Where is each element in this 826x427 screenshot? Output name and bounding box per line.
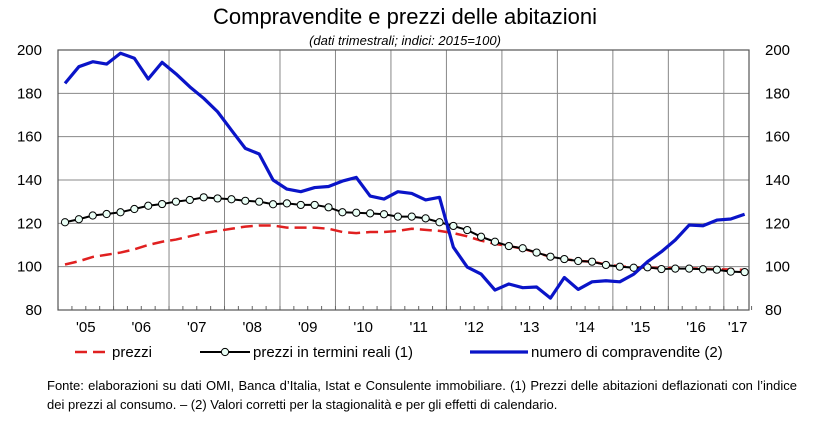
x-tick-label: '15 xyxy=(631,319,651,336)
point-prezzi-reali xyxy=(324,203,333,212)
point-prezzi-reali xyxy=(463,225,472,235)
point-prezzi-reali xyxy=(685,264,694,273)
point-prezzi-reali xyxy=(407,212,416,221)
footnote: Fonte: elaborazioni su dati OMI, Banca d… xyxy=(47,378,797,412)
point-prezzi-reali xyxy=(532,248,541,257)
point-prezzi-reali xyxy=(601,260,611,270)
x-tick-label: '06 xyxy=(132,319,152,336)
x-tick-label: '11 xyxy=(409,319,427,336)
point-prezzi-reali xyxy=(726,267,735,276)
point-prezzi-reali xyxy=(310,200,319,210)
point-prezzi-reali xyxy=(185,195,194,205)
point-prezzi-reali xyxy=(449,221,458,231)
point-prezzi-reali xyxy=(130,204,139,214)
y-tick-right: 80 xyxy=(765,302,782,319)
y-tick-right: 180 xyxy=(765,85,790,102)
series-line-compravendite xyxy=(63,51,746,300)
point-prezzi-reali xyxy=(157,199,167,209)
y-tick-right: 140 xyxy=(765,172,790,189)
point-prezzi-reali xyxy=(560,254,569,264)
point-prezzi-reali xyxy=(546,252,555,261)
point-prezzi-reali xyxy=(102,209,111,219)
point-prezzi-reali xyxy=(74,215,83,224)
point-prezzi-reali xyxy=(671,264,680,273)
y-tick-right: 200 xyxy=(765,42,790,59)
x-tick-label: '07 xyxy=(187,319,207,336)
y-tick-right: 100 xyxy=(765,259,790,276)
point-prezzi-reali xyxy=(88,211,97,220)
x-tick-label: '16 xyxy=(686,319,706,336)
x-tick-label: '09 xyxy=(298,319,318,336)
point-prezzi-reali xyxy=(296,200,305,210)
point-prezzi-reali xyxy=(213,194,222,203)
point-prezzi-reali xyxy=(379,210,389,219)
legend-label-prezzi: prezzi xyxy=(112,344,152,361)
chart-subtitle: (dati trimestrali; indici: 2015=100) xyxy=(309,33,501,48)
point-prezzi-reali xyxy=(338,208,347,217)
y-tick-left: 120 xyxy=(17,215,42,232)
point-prezzi-reali xyxy=(268,200,278,209)
series-line-prezzi xyxy=(64,224,745,272)
y-tick-left: 200 xyxy=(17,42,42,59)
series-line-prezzi-reali xyxy=(64,196,745,274)
point-prezzi-reali xyxy=(518,244,527,253)
x-tick-label: '10 xyxy=(353,319,373,336)
point-prezzi-reali xyxy=(615,262,624,271)
x-tick-label: '12 xyxy=(464,319,484,336)
point-prezzi-reali xyxy=(504,241,513,251)
point-prezzi-reali xyxy=(477,232,486,241)
x-tick-label: '13 xyxy=(520,319,540,336)
x-tick-label: '14 xyxy=(575,319,595,336)
plot-frame xyxy=(57,49,750,311)
point-prezzi-reali xyxy=(490,237,500,246)
point-prezzi-reali xyxy=(698,265,708,274)
point-prezzi-reali xyxy=(199,193,208,202)
y-tick-left: 160 xyxy=(17,129,42,146)
point-prezzi-reali xyxy=(421,214,430,223)
point-prezzi-reali xyxy=(352,208,361,217)
y-tick-left: 180 xyxy=(17,85,42,102)
legend-marker-prezzi-reali xyxy=(220,347,230,357)
point-prezzi-reali xyxy=(282,199,292,208)
point-prezzi-reali xyxy=(60,218,70,227)
legend-label-prezzi-reali: prezzi in termini reali (1) xyxy=(253,344,413,361)
x-tick-label: '17 xyxy=(728,319,748,336)
y-tick-left: 100 xyxy=(17,259,42,276)
x-tick-label: '08 xyxy=(242,319,262,336)
point-prezzi-reali xyxy=(712,265,721,274)
point-prezzi-reali xyxy=(587,257,597,266)
y-tick-right: 160 xyxy=(765,129,790,146)
point-prezzi-reali xyxy=(435,218,444,227)
legend-label-compravendite: numero di compravendite (2) xyxy=(531,344,723,361)
y-tick-left: 80 xyxy=(25,302,42,319)
point-prezzi-reali xyxy=(740,267,749,277)
point-prezzi-reali xyxy=(629,263,638,272)
chart-svg: Compravendite e prezzi delle abitazioni … xyxy=(17,4,790,361)
y-tick-left: 140 xyxy=(17,172,42,189)
point-prezzi-reali xyxy=(393,212,402,221)
point-prezzi-reali xyxy=(241,196,250,205)
point-prezzi-reali xyxy=(227,195,236,204)
point-prezzi-reali xyxy=(171,197,181,206)
point-prezzi-reali xyxy=(366,209,375,218)
x-tick-label: '05 xyxy=(76,319,96,336)
point-prezzi-reali xyxy=(574,256,583,266)
point-prezzi-reali xyxy=(116,208,125,217)
point-prezzi-reali xyxy=(657,264,666,274)
chart-title: Compravendite e prezzi delle abitazioni xyxy=(213,4,597,29)
y-tick-right: 120 xyxy=(765,215,790,232)
point-prezzi-reali xyxy=(255,197,264,206)
point-prezzi-reali xyxy=(144,201,153,210)
